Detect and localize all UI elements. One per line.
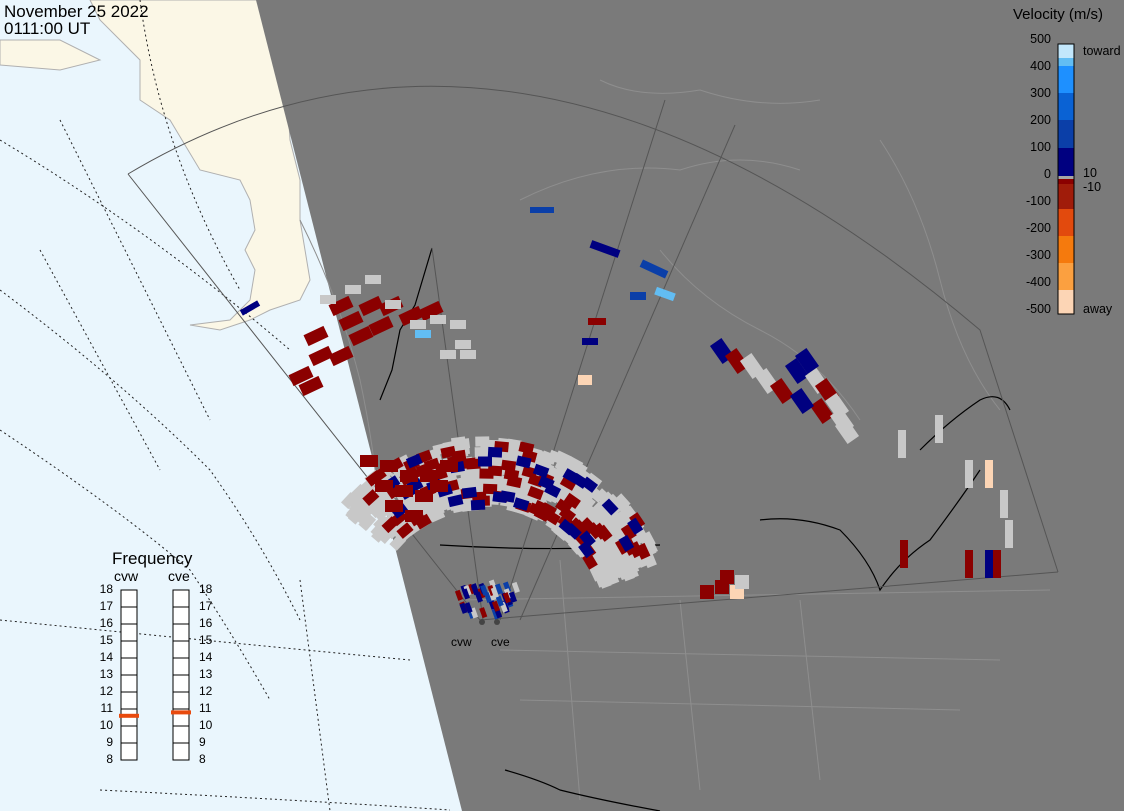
radar-fov [127, 85, 1059, 621]
frequency-level-label: 18 [199, 582, 213, 596]
frequency-level-label: 11 [100, 701, 113, 715]
colorbar-tick-label: -400 [1025, 275, 1051, 289]
frequency-level-label: 8 [106, 752, 113, 766]
frequency-level-label: 8 [199, 752, 206, 766]
frequency-level-label: 15 [199, 633, 213, 647]
frequency-level-label: 17 [99, 599, 113, 613]
colorbar-tick-label: -100 [1025, 194, 1051, 208]
frequency-level-label: 18 [99, 582, 113, 596]
frequency-level-label: 9 [106, 735, 113, 749]
backscatter-cells [239, 207, 1013, 620]
frequency-level-label: 14 [99, 650, 113, 664]
radar-label-cvw: cvw [451, 635, 472, 649]
frequency-level-label: 11 [199, 701, 212, 715]
colorbar-tick-label: 300 [1030, 86, 1051, 100]
radar-site-cvw [479, 619, 485, 625]
frequency-title: Frequency [112, 549, 193, 568]
colorbar-side-label: away [1083, 302, 1113, 316]
frequency-level-label: 16 [99, 616, 113, 630]
frequency-level-label: 15 [99, 633, 113, 647]
radar-label-cve: cve [491, 635, 510, 649]
time-label: 0111:00 UT [4, 19, 91, 38]
colorbar-side-label: 10 [1083, 166, 1097, 180]
frequency-level-label: 10 [199, 718, 213, 732]
date-label: November 25 2022 [4, 2, 149, 21]
colorbar-tick-label: 100 [1030, 140, 1051, 154]
frequency-level-label: 12 [199, 684, 213, 698]
colorbar-tick-label: 500 [1030, 32, 1051, 46]
colorbar-tick-label: 0 [1044, 167, 1051, 181]
frequency-level-label: 10 [99, 718, 113, 732]
radar-site-cve [494, 619, 500, 625]
frequency-level-label: 9 [199, 735, 206, 749]
colorbar-side-label: -10 [1083, 180, 1102, 194]
colorbar-tick-label: -500 [1025, 302, 1051, 316]
frequency-level-label: 13 [199, 667, 213, 681]
colorbar-title: Velocity (m/s) [1013, 6, 1104, 23]
frequency-level-label: 16 [199, 616, 213, 630]
frequency-col-title-cve: cve [168, 568, 190, 584]
colorbar-side-label: toward [1083, 44, 1121, 58]
frequency-col-title-cvw: cvw [114, 568, 139, 584]
colorbar-tick-label: 400 [1030, 59, 1051, 73]
frequency-level-label: 13 [99, 667, 113, 681]
frequency-level-label: 12 [99, 684, 113, 698]
colorbar-tick-label: -300 [1025, 248, 1051, 262]
frequency-level-label: 14 [199, 650, 213, 664]
colorbar-tick-label: -200 [1025, 221, 1051, 235]
graticule [0, 0, 451, 811]
alaska-landmass [89, 0, 311, 331]
colorbar-tick-label: 200 [1030, 113, 1051, 127]
frequency-level-label: 17 [199, 599, 213, 613]
